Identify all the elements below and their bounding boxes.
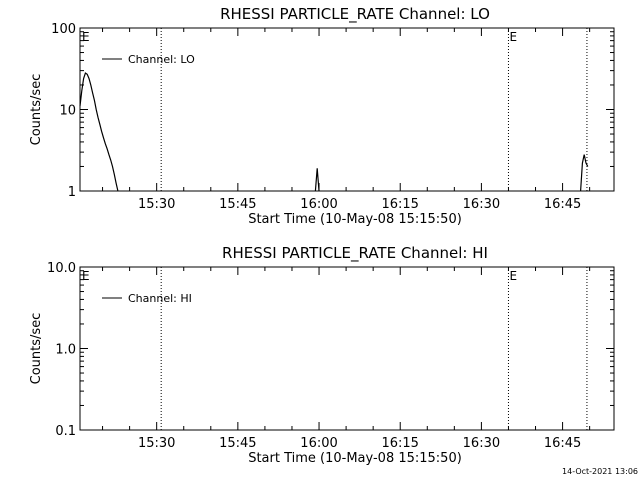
x-tick-label: 15:45 bbox=[219, 197, 256, 212]
x-tick-label: 16:30 bbox=[463, 197, 500, 212]
legend-label: Channel: HI bbox=[128, 292, 192, 305]
x-tick-label: 15:45 bbox=[219, 436, 256, 451]
series-line-channel-lo bbox=[314, 168, 320, 192]
start-marker-label: E bbox=[82, 269, 90, 283]
y-axis-label: Counts/sec bbox=[29, 74, 44, 146]
plot-footer-timestamp: 14-Oct-2021 13:06 bbox=[562, 467, 638, 476]
x-tick-label: 16:30 bbox=[463, 436, 500, 451]
series-line-channel-lo bbox=[79, 72, 119, 192]
x-tick-label: 16:45 bbox=[544, 436, 581, 451]
series-line-channel-lo bbox=[580, 154, 589, 192]
y-tick-label: 100 bbox=[51, 22, 76, 37]
x-tick-label: 15:30 bbox=[138, 436, 175, 451]
legend-label: Channel: LO bbox=[128, 53, 195, 66]
x-tick-label: 16:00 bbox=[300, 197, 337, 212]
x-tick-label: 16:15 bbox=[381, 436, 418, 451]
y-tick-label: 1 bbox=[68, 185, 76, 200]
event-marker-label: E bbox=[509, 30, 517, 44]
x-tick-label: 16:15 bbox=[381, 197, 418, 212]
x-axis-label: Start Time (10-May-08 15:15:50) bbox=[248, 212, 462, 227]
x-tick-label: 15:30 bbox=[138, 197, 175, 212]
x-tick-label: 16:45 bbox=[544, 197, 581, 212]
y-tick-label: 10 bbox=[59, 104, 76, 119]
y-tick-label: 10.0 bbox=[47, 261, 76, 276]
chart-title: RHESSI PARTICLE_RATE Channel: HI bbox=[222, 244, 488, 263]
y-axis-label: Counts/sec bbox=[29, 313, 44, 385]
chart-title: RHESSI PARTICLE_RATE Channel: LO bbox=[220, 5, 490, 24]
x-axis-label: Start Time (10-May-08 15:15:50) bbox=[248, 451, 462, 466]
event-marker-label: E bbox=[509, 269, 517, 283]
y-tick-label: 0.1 bbox=[55, 424, 76, 439]
start-marker-label: E bbox=[82, 30, 90, 44]
y-tick-label: 1.0 bbox=[55, 343, 76, 358]
x-tick-label: 16:00 bbox=[300, 436, 337, 451]
